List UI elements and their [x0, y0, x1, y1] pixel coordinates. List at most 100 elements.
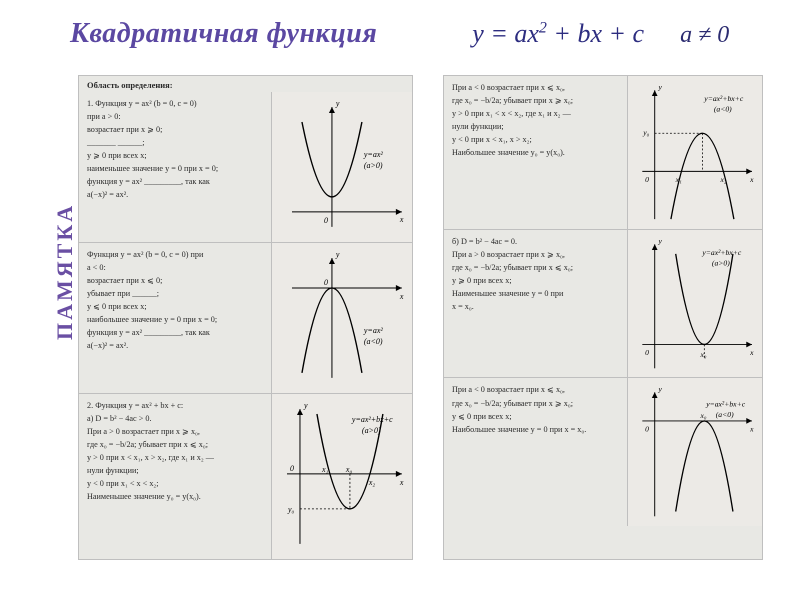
panels-container: Область определения: 1. Функция y = ax² …	[78, 75, 763, 560]
l2-t1: a < 0:	[87, 262, 265, 273]
svg-text:0: 0	[324, 278, 328, 287]
text-l1: 1. Функция y = ax² (b = 0, c = 0) при a …	[79, 92, 272, 242]
l1-t7: a(−x)² = ax².	[87, 189, 265, 200]
curve-label-r2: y=ax²+bx+c	[702, 247, 743, 256]
curve-label-r1: y=ax²+bx+c	[704, 94, 745, 103]
main-formula: y = ax2 + bx + c	[472, 19, 644, 49]
formula-condition: a ≠ 0	[680, 22, 729, 49]
l2-t5: наибольшее значение y = 0 при x = 0;	[87, 314, 265, 325]
origin-label: 0	[324, 216, 328, 225]
x-axis-label: x	[399, 215, 404, 224]
r2-t3: y ⩾ 0 при всех x;	[452, 275, 621, 286]
root2-l3: x₂	[368, 478, 376, 487]
l3-t7: Наименьшее значение y₀ = y(x₀).	[87, 491, 265, 502]
curve-sub-r2: (a>0)	[712, 258, 730, 267]
r3-t1: где x₀ = −b/2a; убывает при x ⩾ x₀;	[452, 398, 621, 409]
l2-t4: y ⩽ 0 при всех x;	[87, 301, 265, 312]
svg-text:x: x	[399, 478, 404, 487]
r3-t2: y ⩽ 0 при всех x;	[452, 411, 621, 422]
svg-text:y: y	[303, 401, 308, 410]
r3-t0: При a < 0 возрастает при x ⩽ x₀,	[452, 384, 621, 395]
svg-text:0: 0	[290, 464, 294, 473]
svg-text:y: y	[658, 385, 663, 394]
curve-sub-l1: (a>0)	[364, 161, 383, 170]
left-column: Область определения: 1. Функция y = ax² …	[78, 75, 413, 560]
row-l1: 1. Функция y = ax² (b = 0, c = 0) при a …	[79, 92, 412, 243]
svg-text:y: y	[658, 82, 663, 91]
vx-r3: x₀	[700, 412, 707, 421]
graph-r1: y x 0 x₁ x₂ y₀ y=ax²+bx+c (a<0)	[628, 76, 762, 229]
curve-label-l3: y=ax²+bx+c	[351, 415, 393, 424]
svg-text:0: 0	[646, 348, 650, 357]
r1-t0: При a < 0 возрастает при x ⩽ x₀,	[452, 82, 621, 93]
root1-l3: x₁	[321, 465, 329, 474]
l2-t0: Функция y = ax² (b = 0, c = 0) при	[87, 249, 265, 260]
row-r3: При a < 0 возрастает при x ⩽ x₀, где x₀ …	[444, 378, 762, 526]
r2-t4: Наименьшее значение y = 0 при	[452, 288, 621, 299]
curve-label-r3: y=ax²+bx+c	[706, 400, 747, 409]
r1-t1: где x₀ = −b/2a; убывает при x ⩾ x₀;	[452, 95, 621, 106]
side-label: ПАМЯТКА	[52, 203, 78, 340]
l3-t5: нули функции;	[87, 465, 265, 476]
l2-t2: возрастает при x ⩽ 0;	[87, 275, 265, 286]
text-r1: При a < 0 возрастает при x ⩽ x₀, где x₀ …	[444, 76, 628, 229]
formula-text: y = ax2 + bx + c	[472, 19, 644, 48]
l3-t3: где x₀ = −b/2a; убывает при x ⩽ x₀;	[87, 439, 265, 450]
svg-text:0: 0	[646, 425, 650, 434]
svg-text:y: y	[658, 236, 663, 245]
row-r1: При a < 0 возрастает при x ⩽ x₀, где x₀ …	[444, 76, 762, 230]
r2-t5: x = x₀.	[452, 301, 621, 312]
r3-t3: Наибольшее значение y = 0 при x = x₀.	[452, 424, 621, 435]
page-title: Квадратичная функция	[70, 18, 377, 50]
svg-text:x: x	[750, 348, 755, 357]
row-l3: 2. Функция y = ax² + bx + c: a) D = b² −…	[79, 394, 412, 559]
r2-t1: При a > 0 возрастает при x ⩾ x₀,	[452, 249, 621, 260]
r1-t4: y < 0 при x < x₁, x > x₂;	[452, 134, 621, 145]
right-column: При a < 0 возрастает при x ⩽ x₀, где x₀ …	[443, 75, 763, 560]
svg-text:0: 0	[646, 175, 650, 184]
r1-t3: нули функции;	[452, 121, 621, 132]
r2-t0: б) D = b² − 4ac = 0.	[452, 236, 621, 247]
svg-text:x: x	[750, 425, 755, 434]
l2-t7: a(−x)² = ax².	[87, 340, 265, 351]
graph-l3: y x 0 x₁ x₂ x₀ y₀ y=ax²+bx+c (a>0)	[272, 394, 412, 559]
svg-text:y: y	[335, 250, 340, 259]
text-r3: При a < 0 возрастает при x ⩽ x₀, где x₀ …	[444, 378, 628, 526]
l2-t6: функция y = ax² _________, так как	[87, 327, 265, 338]
l3-t1: a) D = b² − 4ac > 0.	[87, 413, 265, 424]
l3-t0: 2. Функция y = ax² + bx + c:	[87, 400, 265, 411]
text-r2: б) D = b² − 4ac = 0. При a > 0 возрастае…	[444, 230, 628, 378]
domain-header: Область определения:	[79, 76, 412, 92]
root1-r1: x₁	[675, 175, 682, 184]
row-r2: б) D = b² − 4ac = 0. При a > 0 возрастае…	[444, 230, 762, 379]
y-axis-label: y	[335, 99, 340, 108]
text-l2: Функция y = ax² (b = 0, c = 0) при a < 0…	[79, 243, 272, 393]
l1-t6: функция y = ax² _________, так как	[87, 176, 265, 187]
l2-t3: убывает при ______;	[87, 288, 265, 299]
vy-r1: y₀	[643, 128, 650, 137]
graph-r2: y x 0 x₀ y=ax²+bx+c (a>0)	[628, 230, 762, 378]
l3-t2: При a > 0 возрастает при x ⩾ x₀,	[87, 426, 265, 437]
vx-l3: x₀	[345, 465, 353, 474]
r2-t2: где x₀ = −b/2a; убывает при x ⩽ x₀;	[452, 262, 621, 273]
svg-text:x: x	[399, 292, 404, 301]
l1-t2: возрастает при x ⩾ 0;	[87, 124, 265, 135]
curve-label-l1: y=ax²	[363, 150, 383, 159]
l3-t6: y < 0 при x₁ < x < x₂;	[87, 478, 265, 489]
r1-t2: y > 0 при x₁ < x < x₂, где x₁ и x₂ —	[452, 108, 621, 119]
vx-r2: x₀	[700, 349, 707, 358]
graph-l1: y x 0 y=ax² (a>0)	[272, 92, 412, 242]
curve-label-l2: y=ax²	[363, 326, 383, 335]
vy-l3: y₀	[287, 505, 295, 514]
l1-t1: при a > 0:	[87, 111, 265, 122]
graph-l2: y x 0 y=ax² (a<0)	[272, 243, 412, 393]
curve-sub-l2: (a<0)	[364, 337, 383, 346]
curve-sub-r3: (a<0)	[716, 411, 734, 420]
l1-t0: 1. Функция y = ax² (b = 0, c = 0)	[87, 98, 265, 109]
root2-r1: x₂	[720, 175, 727, 184]
svg-text:x: x	[750, 175, 755, 184]
l1-t3: _______ ______;	[87, 137, 265, 148]
graph-r3: y x 0 x₀ y=ax²+bx+c (a<0)	[628, 378, 762, 526]
row-l2: Функция y = ax² (b = 0, c = 0) при a < 0…	[79, 243, 412, 394]
l1-t5: наименьшее значение y = 0 при x = 0;	[87, 163, 265, 174]
